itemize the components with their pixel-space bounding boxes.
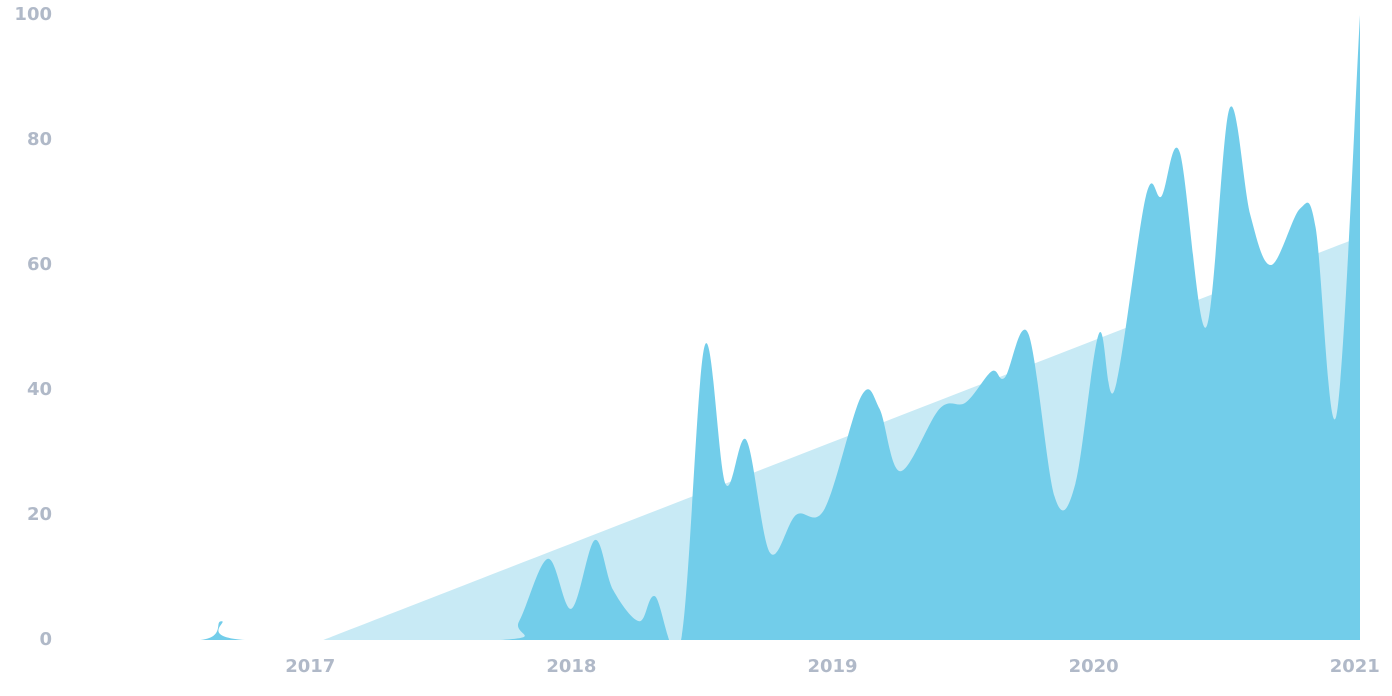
x-tick-label: 2018	[546, 656, 596, 677]
x-tick-label: 2021	[1330, 656, 1380, 677]
x-tick-label: 2019	[807, 656, 857, 677]
y-tick-label: 20	[27, 504, 52, 525]
y-tick-label: 60	[27, 254, 52, 275]
y-tick-label: 40	[27, 379, 52, 400]
x-tick-label: 2017	[285, 656, 335, 677]
area	[70, 15, 1360, 640]
y-tick-label: 80	[27, 129, 52, 150]
y-tick-label: 0	[39, 629, 52, 650]
x-tick-label: 2020	[1069, 656, 1119, 677]
y-tick-label: 100	[14, 4, 52, 25]
